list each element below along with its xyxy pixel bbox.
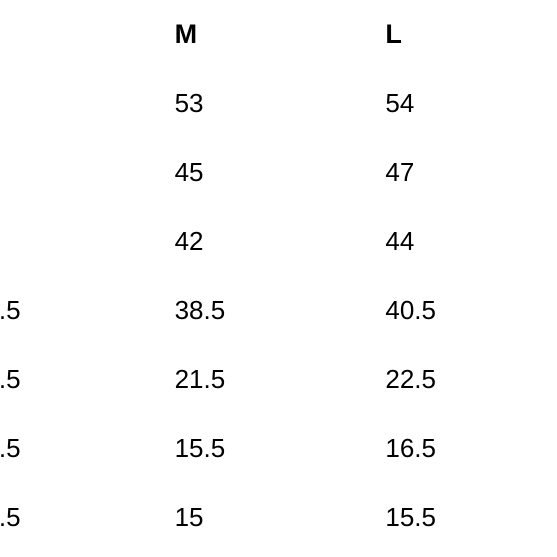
table-cell: 40.5 [385,276,557,345]
table-cell: 14.5 [0,414,175,483]
table-row: 20.5 21.5 22.5 [0,345,557,414]
table-cell: 47 [385,138,557,207]
table-cell: 43 [0,138,175,207]
table-cell: 45 [175,138,386,207]
table-cell: 42 [175,207,386,276]
table-row: 14.5 15 15.5 [0,483,557,552]
table-row: 40 42 44 [0,207,557,276]
table-row: 36.5 38.5 40.5 [0,276,557,345]
table-cell: 14.5 [0,483,175,552]
table-row: 14.5 15.5 16.5 [0,414,557,483]
table-cell: 38.5 [175,276,386,345]
table-header-row: S M L [0,0,557,69]
column-header-m: M [175,0,386,69]
table-cell: 15.5 [175,414,386,483]
table-cell: 52 [0,69,175,138]
column-header-l: L [385,0,557,69]
table-cell: 36.5 [0,276,175,345]
table-row: 52 53 54 [0,69,557,138]
table-cell: 53 [175,69,386,138]
table-cell: 44 [385,207,557,276]
table-cell: 21.5 [175,345,386,414]
table-cell: 20.5 [0,345,175,414]
table-cell: 22.5 [385,345,557,414]
table-cell: 16.5 [385,414,557,483]
table-cell: 15 [175,483,386,552]
table-cell: 54 [385,69,557,138]
size-table-container: S M L 52 53 54 43 45 47 40 42 44 36.5 [0,0,557,552]
table-cell: 15.5 [385,483,557,552]
column-header-s: S [0,0,175,69]
table-cell: 40 [0,207,175,276]
table-row: 43 45 47 [0,138,557,207]
size-table: S M L 52 53 54 43 45 47 40 42 44 36.5 [0,0,557,552]
